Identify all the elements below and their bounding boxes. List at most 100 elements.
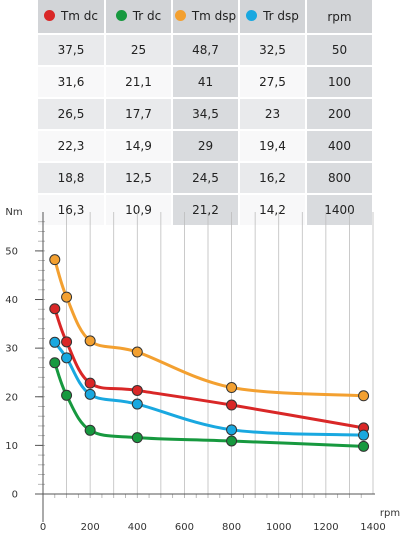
chart-axes bbox=[35, 212, 375, 522]
table-cell: 16,3 bbox=[38, 194, 106, 227]
data-point bbox=[84, 335, 96, 347]
table-row: 18,8 12,5 24,5 16,2 800 bbox=[38, 162, 374, 195]
table-header-row: Tm dc Tr dc Tm dsp Tr dsp rpm bbox=[38, 0, 374, 35]
table-cell: 26,5 bbox=[38, 98, 106, 131]
x-tick-label: 0 bbox=[40, 522, 46, 533]
data-point bbox=[49, 303, 61, 315]
table-cell: 16,2 bbox=[239, 162, 307, 195]
table-header-4: Tr dsp bbox=[239, 0, 307, 35]
data-point bbox=[226, 424, 238, 436]
table-header-content: Tr dsp bbox=[246, 9, 299, 23]
table-cell: 100 bbox=[306, 66, 374, 99]
table-cell: 31,6 bbox=[38, 66, 106, 99]
y-tick-label: 40 bbox=[5, 295, 18, 306]
table-header-3: Tm dsp bbox=[172, 0, 240, 35]
data-point bbox=[84, 388, 96, 400]
legend-dot bbox=[43, 10, 55, 22]
table-cell: 23 bbox=[239, 98, 307, 131]
table-header-content: Tr dc bbox=[115, 8, 162, 23]
table-cell: 14,9 bbox=[105, 130, 173, 163]
x-tick-label: 800 bbox=[222, 522, 241, 533]
table-cell: 400 bbox=[306, 130, 374, 163]
table-cell: 34,5 bbox=[172, 98, 240, 131]
data-point bbox=[358, 429, 370, 441]
chart-labels: 0 10 20 30 40 50 0 200 400 600 800 1000 1200 1400 Nm rp… bbox=[5, 207, 400, 533]
chart-minor-ticks bbox=[38, 221, 362, 498]
data-point bbox=[49, 254, 61, 266]
data-point bbox=[131, 346, 143, 358]
x-tick-label: 1200 bbox=[313, 522, 338, 533]
data-point bbox=[358, 440, 370, 452]
data-point bbox=[61, 336, 73, 348]
y-tick-label: 20 bbox=[5, 392, 18, 403]
data-point bbox=[226, 382, 238, 394]
x-tick-label: 600 bbox=[175, 522, 194, 533]
data-point bbox=[61, 291, 73, 303]
x-tick-label: 200 bbox=[81, 522, 100, 533]
table-cell: 17,7 bbox=[105, 98, 173, 131]
table-cell: 200 bbox=[306, 98, 374, 131]
table-cell: 1400 bbox=[306, 194, 374, 227]
table-row: 37,5 25 48,7 32,5 50 bbox=[38, 34, 374, 67]
x-tick-label: 1000 bbox=[266, 522, 291, 533]
table-header-content: rpm bbox=[327, 10, 351, 24]
table-cell: 24,5 bbox=[172, 162, 240, 195]
table-cell: 27,5 bbox=[239, 66, 307, 99]
data-point bbox=[61, 389, 73, 401]
data-table: Tm dc Tr dc Tm dsp Tr dsp rpm 37,5 25 48,7 32,5… bbox=[38, 0, 374, 227]
legend-dot bbox=[174, 10, 186, 22]
table-cell: 14,2 bbox=[239, 194, 307, 227]
table-header-content: Tm dsp bbox=[174, 8, 237, 23]
table-header-label: Tr dc bbox=[132, 8, 162, 23]
table-cell: 22,3 bbox=[38, 130, 106, 163]
data-point bbox=[131, 384, 143, 396]
table-cell: 41 bbox=[172, 66, 240, 99]
y-tick-label: 30 bbox=[5, 344, 18, 355]
x-tick-label: 1400 bbox=[360, 522, 385, 533]
legend-dot bbox=[115, 10, 127, 22]
table-row: 22,3 14,9 29 19,4 400 bbox=[38, 130, 374, 163]
table-cell: 12,5 bbox=[105, 162, 173, 195]
data-point bbox=[49, 357, 61, 369]
table-header-label: Tr dsp bbox=[263, 8, 299, 23]
legend-dot bbox=[246, 10, 258, 22]
chart-points bbox=[49, 254, 370, 452]
table-header-label: Tm dsp bbox=[191, 8, 237, 23]
table-cell: 18,8 bbox=[38, 162, 106, 195]
series-line-3 bbox=[53, 258, 366, 398]
data-point bbox=[226, 399, 238, 411]
table-cell: 32,5 bbox=[239, 34, 307, 67]
table-cell: 37,5 bbox=[38, 34, 106, 67]
data-point bbox=[84, 424, 96, 436]
table-cell: 50 bbox=[306, 34, 374, 67]
table-row: 31,6 21,1 41 27,5 100 bbox=[38, 66, 374, 99]
table-header-1: Tm dc bbox=[38, 0, 106, 35]
table-header-label: Tm dc bbox=[60, 8, 99, 23]
table-cell: 21,1 bbox=[105, 66, 173, 99]
table-header-content: Tm dc bbox=[43, 8, 99, 23]
data-point bbox=[49, 336, 61, 348]
y-tick-label: 50 bbox=[5, 246, 18, 257]
data-point bbox=[61, 352, 73, 364]
series-line-1 bbox=[53, 307, 366, 430]
y-axis-title: Nm bbox=[5, 207, 22, 218]
data-point bbox=[84, 377, 96, 389]
x-axis-title: rpm bbox=[380, 508, 400, 519]
table-header-5: rpm bbox=[306, 0, 374, 35]
data-point bbox=[131, 398, 143, 410]
table-cell: 19,4 bbox=[239, 130, 307, 163]
table-row: 26,5 17,7 34,5 23 200 bbox=[38, 98, 374, 131]
table-cell: 29 bbox=[172, 130, 240, 163]
table-cell: 25 bbox=[105, 34, 173, 67]
y-tick-label: 0 bbox=[12, 490, 18, 501]
table-cell: 800 bbox=[306, 162, 374, 195]
data-point bbox=[226, 435, 238, 447]
data-point bbox=[131, 432, 143, 444]
data-point bbox=[358, 390, 370, 402]
table-header-2: Tr dc bbox=[105, 0, 173, 35]
torque-chart: 0 10 20 30 40 50 0 200 400 600 800 1000 1200 1400 Nm rp… bbox=[5, 207, 400, 533]
table-header-label: rpm bbox=[327, 9, 352, 24]
x-tick-label: 400 bbox=[128, 522, 147, 533]
table-cell: 21,2 bbox=[172, 194, 240, 227]
chart-curves bbox=[53, 258, 366, 448]
